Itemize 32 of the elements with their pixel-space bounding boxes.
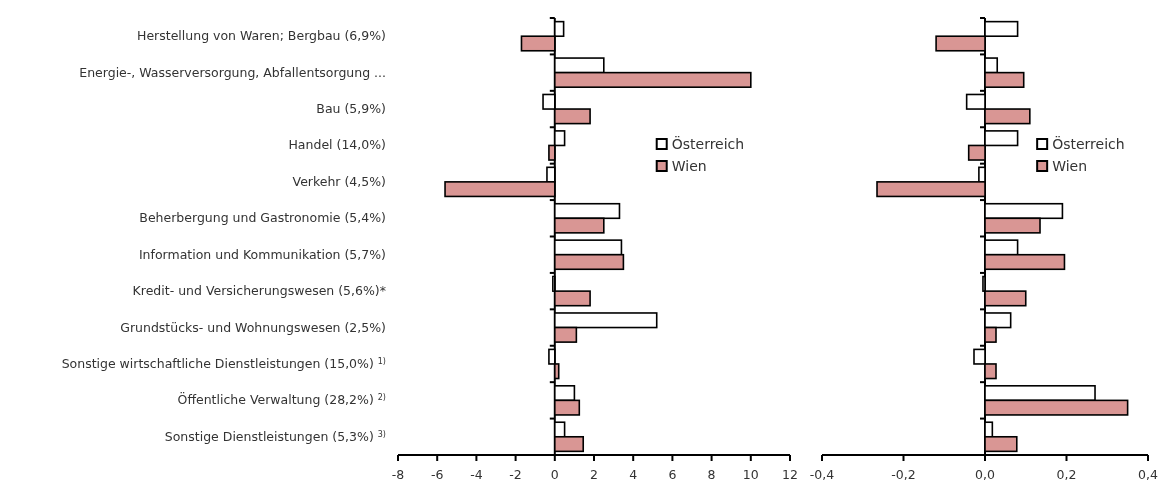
y-tick-label: Sonstige wirtschaftliche Dienstleistungen (15,0%) $^{1)}$ xyxy=(61,355,386,371)
x-tick-label: -6 xyxy=(430,467,444,482)
x-tick-label: 6 xyxy=(668,467,677,482)
y-tick-label: Sonstige Dienstleistungen (5,3%) $^{3)}$ xyxy=(164,428,386,444)
x-tick-label: 0,2 xyxy=(1056,467,1077,482)
x-tick-label: -4 xyxy=(470,467,483,482)
y-tick-label: Energie-, Wasserversorgung, Abfallentsorgung ... xyxy=(79,64,386,80)
y-tick-label: Kredit- und Versicherungswesen (5,6%)* xyxy=(132,283,386,299)
x-tick-label: -2 xyxy=(509,467,522,482)
y-tick-label: Öffentliche Verwaltung (28,2%) $^{2)}$ xyxy=(177,391,386,408)
x-tick-label: 0 xyxy=(550,467,559,482)
legend-label: Österreich xyxy=(1052,135,1125,152)
legend-label: Österreich xyxy=(671,135,745,152)
x-tick-label: 0,0 xyxy=(975,467,995,482)
legend-label: Wien xyxy=(1052,158,1088,174)
x-tick-label: 2 xyxy=(590,467,598,482)
y-tick-label: Bau (5,9%) xyxy=(316,101,386,117)
x-tick-label: -0,2 xyxy=(891,467,916,482)
x-tick-label: 10 xyxy=(742,467,759,482)
y-tick-label: Beherbergung und Gastronomie (5,4%) xyxy=(139,210,386,226)
x-tick-label: 0,4 xyxy=(1138,467,1158,482)
y-tick-label: Verkehr (4,5%) xyxy=(292,173,386,189)
x-tick-label: 4 xyxy=(629,467,638,482)
y-tick-label: Herstellung von Waren; Bergbau (6,9%) xyxy=(137,28,386,44)
x-tick-label: -0,4 xyxy=(809,467,835,482)
legend-label: Wien xyxy=(671,158,707,174)
y-tick-label: Information und Kommunikation (5,7%) xyxy=(138,246,386,262)
x-tick-label: 8 xyxy=(707,467,716,482)
y-tick-label: Grundstücks- und Wohnungswesen (2,5%) xyxy=(120,319,386,335)
y-tick-label: Handel (14,0%) xyxy=(288,137,386,153)
x-tick-label: 12 xyxy=(782,467,798,482)
x-tick-label: -8 xyxy=(391,467,405,482)
